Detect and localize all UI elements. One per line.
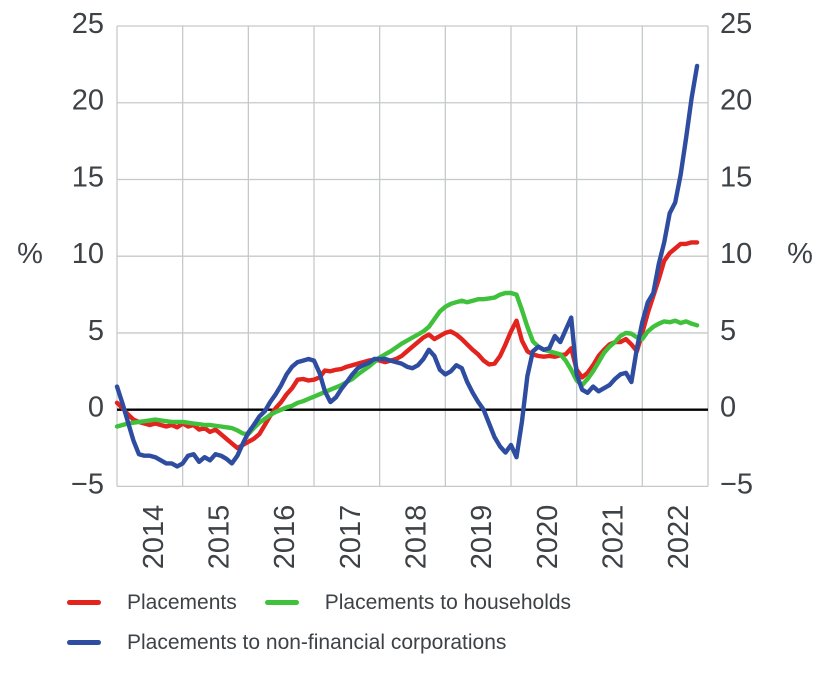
x-axis-year-label: 2019	[466, 505, 498, 570]
x-axis-year-label: 2021	[598, 505, 630, 570]
y-axis-label-left: 5	[88, 315, 104, 347]
x-axis-year-label: 2022	[663, 505, 695, 570]
percent-unit-left: %	[17, 238, 43, 270]
y-axis-label-right: 0	[720, 392, 736, 424]
x-axis-year-label: 2018	[401, 505, 433, 570]
y-axis-label-right: 25	[720, 8, 752, 40]
legend-label-placements: Placements	[127, 591, 237, 614]
legend-label-nonfinancial: Placements to non-financial corporations	[127, 631, 507, 654]
series-line-0	[114, 240, 700, 451]
legend-item-nonfinancial: Placements to non-financial corporations	[67, 630, 506, 655]
legend-label-households: Placements to households	[324, 591, 572, 614]
legend-item-placements: Placements	[67, 590, 237, 615]
x-axis-year-label: 2016	[269, 505, 301, 570]
y-axis-label-left: 20	[72, 85, 104, 117]
legend-swatch-blue-line	[67, 640, 101, 645]
y-axis-label-right: 20	[720, 85, 752, 117]
legend-swatch-green-line	[264, 600, 299, 605]
chart-legend: Placements Placements to households Plac…	[67, 590, 571, 670]
y-axis-label-left: 10	[72, 238, 104, 270]
x-axis-year-label: 2015	[204, 505, 236, 570]
x-axis-year-label: 2017	[335, 505, 367, 570]
y-axis-label-left: 15	[72, 161, 104, 193]
x-axis-year-label: 2020	[532, 505, 564, 570]
y-axis-label-right: 15	[720, 161, 752, 193]
y-axis-label-right: 10	[720, 238, 752, 270]
legend-row-2: Placements to non-financial corporations	[67, 630, 571, 655]
series-line-2	[114, 63, 700, 469]
x-axis-year-label: 2014	[138, 505, 170, 570]
y-axis-label-left: 0	[88, 392, 104, 424]
y-axis-label-left: −5	[71, 468, 104, 500]
series-line-1	[114, 290, 700, 437]
legend-swatch-red-line	[67, 600, 101, 605]
y-axis-label-left: 25	[72, 8, 104, 40]
legend-row-1: Placements Placements to households	[67, 590, 571, 615]
y-axis-label-right: −5	[720, 468, 753, 500]
legend-item-households: Placements to households	[264, 590, 572, 615]
percent-unit-right: %	[787, 238, 813, 270]
y-axis-label-right: 5	[720, 315, 736, 347]
